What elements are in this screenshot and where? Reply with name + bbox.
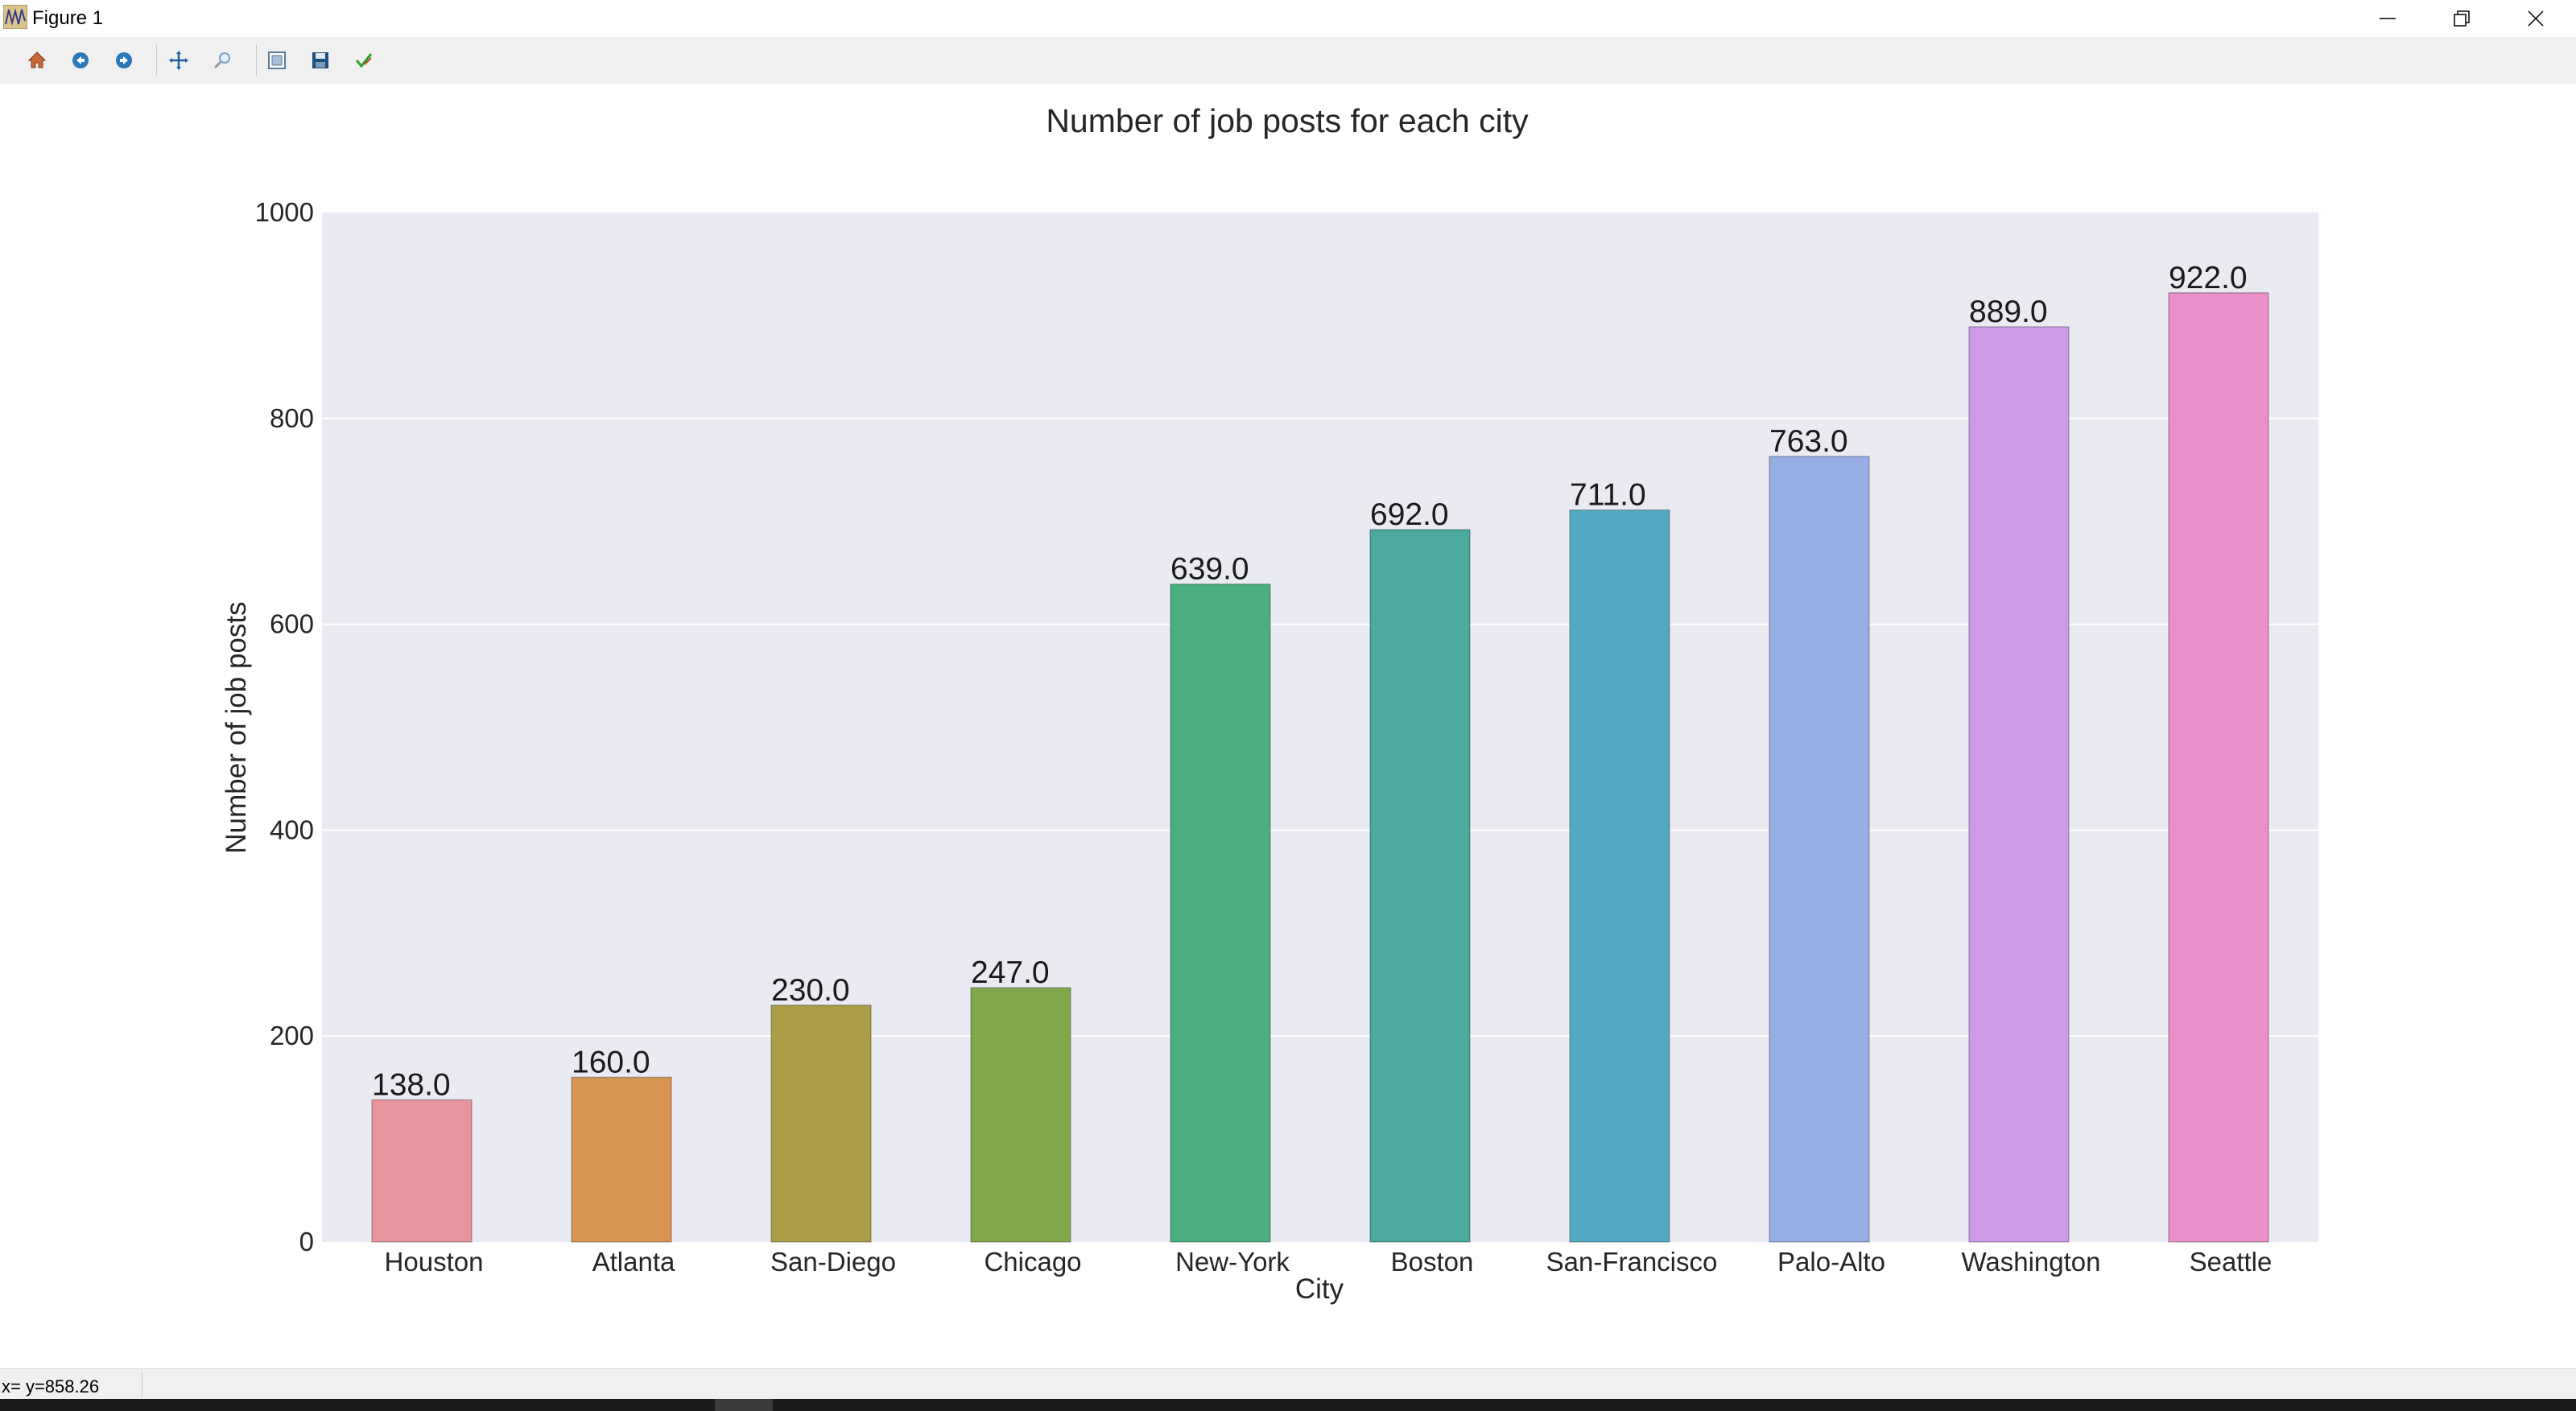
x-tick-label: Seattle bbox=[2190, 1247, 2273, 1277]
bottom-strip bbox=[0, 1399, 2576, 1411]
edit-check-icon bbox=[355, 53, 373, 68]
y-tick-label: 600 bbox=[270, 609, 314, 639]
save-button[interactable] bbox=[306, 46, 335, 75]
status-bar: x= y=858.26 bbox=[0, 1368, 2576, 1400]
bar-boston bbox=[1369, 529, 1471, 1243]
bar-chicago bbox=[970, 987, 1071, 1243]
pan-icon bbox=[169, 51, 188, 70]
toolbar-separator bbox=[256, 45, 257, 76]
x-axis-ticks: Houston Atlanta San-Diego Chicago New-York Bo… bbox=[385, 1247, 2273, 1277]
bar-houston bbox=[371, 1099, 473, 1243]
maximize-button[interactable] bbox=[2425, 0, 2499, 37]
x-tick-label: Chicago bbox=[984, 1247, 1081, 1277]
x-tick-label: Boston bbox=[1391, 1247, 1474, 1277]
bar-value-label: 138.0 bbox=[372, 1067, 451, 1102]
x-tick-label: Houston bbox=[385, 1247, 484, 1277]
x-tick-label: San-Francisco bbox=[1546, 1247, 1718, 1277]
subplots-icon bbox=[268, 52, 286, 69]
x-tick-label: Atlanta bbox=[592, 1247, 675, 1277]
x-axis-label: City bbox=[1295, 1273, 1344, 1305]
back-button[interactable] bbox=[66, 46, 95, 75]
chart-title: Number of job posts for each city bbox=[1046, 102, 1529, 139]
bar-value-label: 922.0 bbox=[2169, 261, 2248, 295]
figure-canvas[interactable]: Number of job posts for each city 138.0 1… bbox=[0, 84, 2576, 1368]
navigation-toolbar bbox=[0, 37, 2576, 85]
bar-value-label: 889.0 bbox=[1969, 295, 2048, 329]
bars bbox=[371, 292, 2269, 1243]
bar-value-label: 639.0 bbox=[1170, 552, 1249, 587]
restore-icon bbox=[2454, 10, 2470, 27]
bottom-strip-marker bbox=[715, 1399, 773, 1411]
pan-button[interactable] bbox=[164, 46, 193, 75]
home-icon bbox=[27, 52, 47, 68]
title-bar: Figure 1 bbox=[0, 0, 2576, 37]
bar-value-label: 711.0 bbox=[1570, 478, 1646, 513]
edit-button[interactable] bbox=[349, 46, 378, 75]
x-tick-label: Washington bbox=[1961, 1247, 2100, 1277]
close-button[interactable] bbox=[2499, 0, 2573, 37]
x-tick-label: San-Diego bbox=[770, 1247, 896, 1277]
x-tick-label: New-York bbox=[1175, 1247, 1290, 1277]
bar-value-label: 247.0 bbox=[971, 955, 1050, 990]
bar-seattle bbox=[2168, 292, 2269, 1243]
minimize-button[interactable] bbox=[2351, 0, 2425, 37]
minimize-icon bbox=[2380, 18, 2396, 19]
toolbar-separator bbox=[156, 45, 157, 76]
bar-washington bbox=[1968, 326, 2070, 1243]
forward-button[interactable] bbox=[109, 46, 138, 75]
bar-palo-alto bbox=[1769, 456, 1870, 1243]
save-icon bbox=[312, 52, 328, 68]
y-tick-label: 800 bbox=[270, 403, 314, 433]
y-tick-label: 200 bbox=[270, 1021, 314, 1050]
y-axis-ticks: 0 200 400 600 800 1000 bbox=[255, 197, 314, 1256]
bar-value-label: 160.0 bbox=[572, 1045, 650, 1079]
window-title: Figure 1 bbox=[32, 7, 104, 29]
matplotlib-figure-icon bbox=[3, 5, 27, 29]
bar-value-labels: 138.0 160.0 230.0 247.0 639.0 692.0 711.0 763.0… bbox=[372, 261, 2248, 1103]
bar-value-label: 763.0 bbox=[1769, 424, 1848, 459]
bar-value-label: 230.0 bbox=[771, 973, 850, 1008]
y-axis-label: Number of job posts bbox=[221, 601, 252, 853]
zoom-button[interactable] bbox=[208, 46, 237, 75]
coordinate-readout: x= y=858.26 bbox=[2, 1376, 100, 1397]
bar-new-york bbox=[1170, 583, 1271, 1243]
back-arrow-icon bbox=[72, 52, 89, 68]
y-tick-label: 400 bbox=[270, 815, 314, 844]
bar-atlanta bbox=[571, 1076, 672, 1243]
bar-san-diego bbox=[770, 1005, 872, 1243]
home-button[interactable] bbox=[23, 46, 52, 75]
subplots-button[interactable] bbox=[262, 46, 291, 75]
bar-chart: Number of job posts for each city 138.01… bbox=[221, 102, 2318, 1305]
x-tick-label: Palo-Alto bbox=[1777, 1247, 1885, 1277]
bar-san-francisco bbox=[1569, 509, 1670, 1243]
bar-value-label: 692.0 bbox=[1370, 497, 1449, 532]
y-tick-label: 1000 bbox=[255, 197, 314, 227]
forward-arrow-icon bbox=[116, 52, 132, 68]
close-icon bbox=[2528, 10, 2544, 27]
y-tick-label: 0 bbox=[299, 1227, 314, 1256]
zoom-icon bbox=[213, 52, 230, 69]
